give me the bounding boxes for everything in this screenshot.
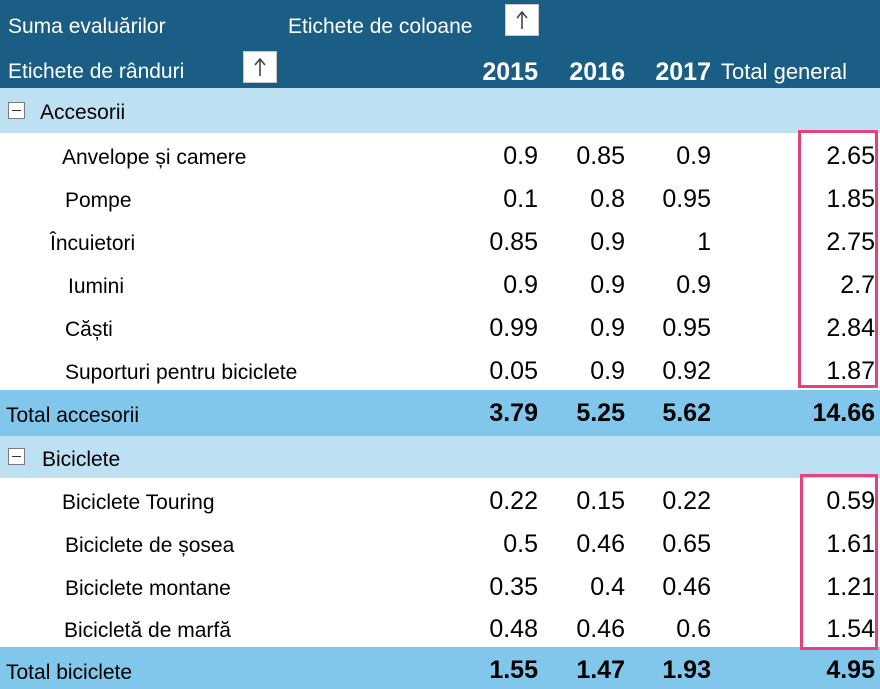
table-row: Căști 0.99 0.9 0.95 2.84 bbox=[0, 305, 880, 348]
row-label: Iumini bbox=[68, 275, 125, 298]
minus-box-icon[interactable] bbox=[8, 102, 25, 119]
value-2016: 0.9 bbox=[590, 271, 625, 299]
row-label: Suporturi pentru biciclete bbox=[65, 361, 298, 384]
subtotal-label: Total biciclete bbox=[6, 661, 133, 684]
subtotal-total: 14.66 bbox=[812, 399, 875, 427]
subtotal-2016: 1.47 bbox=[576, 656, 625, 684]
category-row-biciclete: Biciclete bbox=[0, 436, 880, 478]
subtotal-2015: 3.79 bbox=[489, 399, 538, 427]
row-labels-header[interactable]: Etichete de rânduri bbox=[8, 60, 185, 83]
value-total: 1.61 bbox=[826, 530, 875, 558]
table-row: Iumini 0.9 0.9 0.9 2.7 bbox=[0, 262, 880, 305]
value-total: 1.21 bbox=[826, 573, 875, 601]
column-labels-header[interactable]: Etichete de coloane bbox=[288, 15, 473, 38]
pivot-header-row-2: Etichete de rânduri 2015 2016 2017 Total… bbox=[0, 45, 880, 88]
subtotal-2015: 1.55 bbox=[489, 656, 538, 684]
minus-box-icon[interactable] bbox=[8, 448, 25, 465]
grand-total-header: Total general bbox=[721, 59, 847, 84]
value-2015: 0.5 bbox=[503, 530, 538, 558]
row-label: Biciclete de șosea bbox=[65, 534, 235, 557]
value-2017: 0.65 bbox=[662, 530, 711, 558]
table-row: Anvelope și camere 0.9 0.85 0.9 2.65 bbox=[0, 133, 880, 176]
year-header-2015: 2015 bbox=[482, 58, 538, 86]
value-2016: 0.85 bbox=[576, 142, 625, 170]
value-2017: 1 bbox=[697, 228, 711, 256]
value-total: 2.84 bbox=[826, 314, 875, 342]
row-label: Anvelope și camere bbox=[62, 146, 247, 169]
value-2017: 0.46 bbox=[662, 573, 711, 601]
pivot-header-row-1: Suma evaluărilor Etichete de coloane bbox=[0, 0, 880, 45]
value-total: 2.7 bbox=[840, 271, 875, 299]
table-row: Biciclete de șosea 0.5 0.46 0.65 1.61 bbox=[0, 521, 880, 564]
value-total: 1.85 bbox=[826, 185, 875, 213]
subtotal-label: Total accesorii bbox=[6, 404, 140, 427]
table-row: Încuietori 0.85 0.9 1 2.75 bbox=[0, 219, 880, 262]
value-2015: 0.9 bbox=[503, 271, 538, 299]
value-total: 2.75 bbox=[826, 228, 875, 256]
value-2016: 0.8 bbox=[590, 185, 625, 213]
row-label: Biciclete Touring bbox=[62, 491, 215, 514]
row-label: Bicicletă de marfă bbox=[64, 619, 231, 642]
value-2016: 0.9 bbox=[590, 314, 625, 342]
value-2015: 0.05 bbox=[489, 357, 538, 385]
row-label: Încuietori bbox=[50, 232, 136, 255]
values-field-label: Suma evaluărilor bbox=[8, 15, 166, 38]
category-label: Biciclete bbox=[42, 448, 121, 471]
subtotal-2017: 5.62 bbox=[662, 399, 711, 427]
row-label: Pompe bbox=[65, 189, 132, 212]
value-total: 1.87 bbox=[826, 357, 875, 385]
subtotal-row-biciclete: Total biciclete 1.55 1.47 1.93 4.95 bbox=[0, 647, 880, 689]
value-2016: 0.9 bbox=[590, 228, 625, 256]
value-2017: 0.9 bbox=[676, 271, 711, 299]
value-2016: 0.46 bbox=[576, 530, 625, 558]
column-sort-button[interactable] bbox=[505, 4, 539, 36]
category-row-accesorii: Accesorii bbox=[0, 88, 880, 133]
subtotal-row-accesorii: Total accesorii 3.79 5.25 5.62 14.66 bbox=[0, 390, 880, 436]
value-2017: 0.9 bbox=[676, 142, 711, 170]
value-2017: 0.95 bbox=[662, 185, 711, 213]
value-2016: 0.9 bbox=[590, 357, 625, 385]
value-2015: 0.85 bbox=[489, 228, 538, 256]
value-total: 1.54 bbox=[826, 615, 875, 643]
value-2017: 0.22 bbox=[662, 487, 711, 515]
value-2017: 0.92 bbox=[662, 357, 711, 385]
up-arrow-icon bbox=[254, 57, 266, 76]
row-label: Căști bbox=[65, 318, 113, 341]
value-2016: 0.46 bbox=[576, 615, 625, 643]
value-2015: 0.22 bbox=[489, 487, 538, 515]
value-2015: 0.99 bbox=[489, 314, 538, 342]
subtotal-2016: 5.25 bbox=[576, 399, 625, 427]
value-2015: 0.48 bbox=[489, 615, 538, 643]
value-2015: 0.35 bbox=[489, 573, 538, 601]
row-sort-button[interactable] bbox=[243, 51, 277, 83]
up-arrow-icon bbox=[516, 10, 528, 29]
row-label: Biciclete montane bbox=[65, 577, 231, 600]
value-2015: 0.1 bbox=[503, 185, 538, 213]
subtotal-total: 4.95 bbox=[826, 656, 875, 684]
value-total: 0.59 bbox=[826, 487, 875, 515]
value-2016: 0.15 bbox=[576, 487, 625, 515]
value-2017: 0.6 bbox=[676, 615, 711, 643]
category-label: Accesorii bbox=[40, 101, 126, 124]
year-header-2017: 2017 bbox=[655, 58, 711, 86]
value-2017: 0.95 bbox=[662, 314, 711, 342]
table-row: Biciclete montane 0.35 0.4 0.46 1.21 bbox=[0, 564, 880, 607]
value-total: 2.65 bbox=[826, 142, 875, 170]
value-2015: 0.9 bbox=[503, 142, 538, 170]
table-row: Pompe 0.1 0.8 0.95 1.85 bbox=[0, 176, 880, 219]
subtotal-2017: 1.93 bbox=[662, 656, 711, 684]
table-row: Biciclete Touring 0.22 0.15 0.22 0.59 bbox=[0, 478, 880, 521]
table-row: Suporturi pentru biciclete 0.05 0.9 0.92… bbox=[0, 348, 880, 390]
value-2016: 0.4 bbox=[590, 573, 625, 601]
table-row: Bicicletă de marfă 0.48 0.46 0.6 1.54 bbox=[0, 607, 880, 647]
year-header-2016: 2016 bbox=[569, 58, 625, 86]
